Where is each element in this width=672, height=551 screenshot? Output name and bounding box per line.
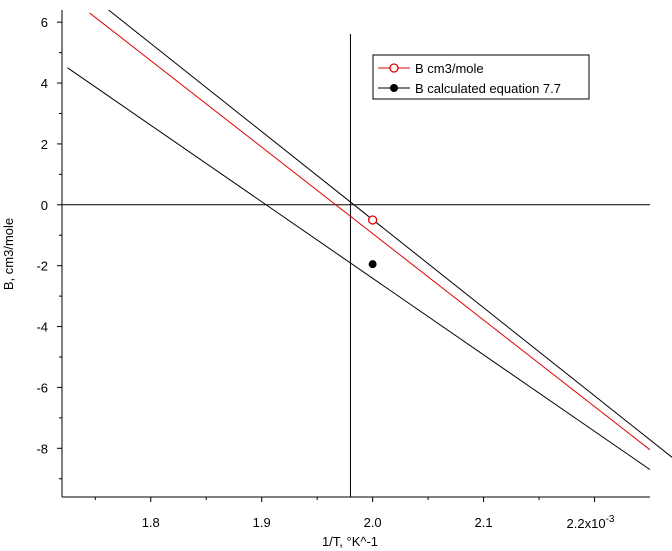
y-tick-label: -4 xyxy=(36,320,48,335)
y-tick-label: 6 xyxy=(41,15,48,30)
x-tick-label-base: 2.2x10 xyxy=(567,516,606,531)
y-axis-title: B, cm3/mole xyxy=(1,218,16,290)
legend-box xyxy=(372,54,590,100)
x-tick-label: 1.8 xyxy=(142,515,160,530)
x-tick-label-exp: -3 xyxy=(606,514,615,525)
data-point-filled-circle xyxy=(368,260,377,269)
y-tick-label: -8 xyxy=(36,441,48,456)
legend: B cm3/mole B calculated equation 7.7 xyxy=(372,54,590,100)
x-tick-label: 2.0 xyxy=(364,515,382,530)
legend-marker-filled-circle xyxy=(390,84,398,92)
y-tick-label: 4 xyxy=(41,76,48,91)
x-tick-label: 1.9 xyxy=(253,515,271,530)
legend-label-series-2: B calculated equation 7.7 xyxy=(415,81,561,96)
y-tick-label: -2 xyxy=(36,259,48,274)
x-axis-title: 1/T, °K^-1 xyxy=(322,534,378,549)
trend-line-2 xyxy=(108,9,672,458)
plot-lines xyxy=(62,9,672,497)
data-point-open-circle xyxy=(367,215,378,225)
y-tick-label: 2 xyxy=(41,137,48,152)
legend-label-series-1: B cm3/mole xyxy=(415,61,484,76)
trend-line-3 xyxy=(67,67,651,471)
y-tick-label: -6 xyxy=(36,380,48,395)
x-tick-label-exponent: 2.2x10-3 xyxy=(567,514,615,531)
axes xyxy=(57,10,650,502)
x-tick-label: 2.1 xyxy=(475,515,493,530)
trend-line-1 xyxy=(89,12,651,451)
legend-marker-open-circle xyxy=(389,63,399,73)
data-markers xyxy=(367,215,378,269)
tick-labels: 6 4 2 0 -2 -4 -6 -8 1.8 1.9 2.0 2.1 2.2x10-3 xyxy=(36,15,614,531)
y-tick-label: 0 xyxy=(41,198,48,213)
